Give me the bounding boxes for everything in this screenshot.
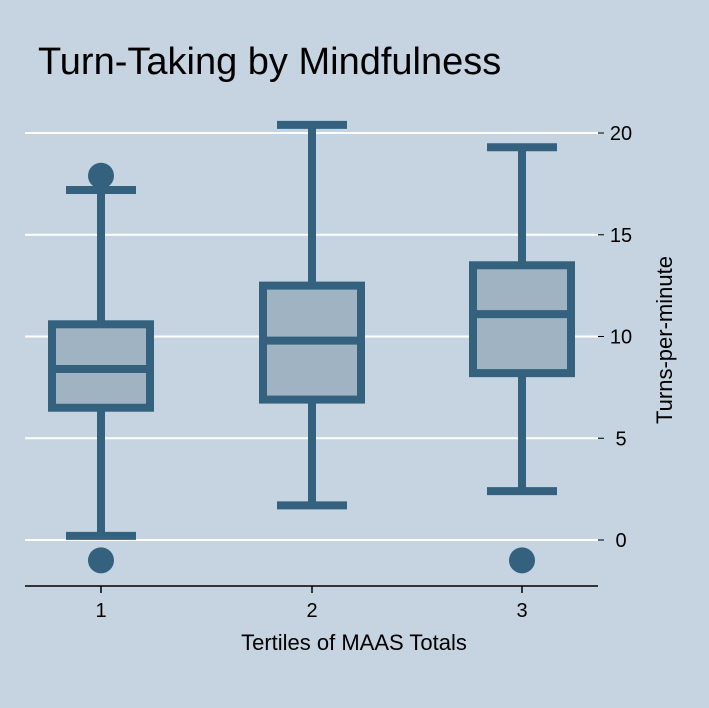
outlier-point bbox=[88, 162, 114, 189]
iqr-box bbox=[469, 261, 575, 378]
x-axis-label: Tertiles of MAAS Totals bbox=[241, 630, 467, 655]
y-axis-label: Turns-per-minute bbox=[652, 256, 677, 424]
y-tick-label: 10 bbox=[610, 327, 632, 349]
x-tick-label: 3 bbox=[516, 600, 527, 622]
chart-title: Turn-Taking by Mindfulness bbox=[38, 41, 501, 83]
outlier-point bbox=[509, 547, 535, 574]
box-group-3 bbox=[469, 143, 575, 574]
boxes bbox=[48, 120, 575, 574]
x-axis-ticks: 1 2 3 bbox=[95, 586, 528, 622]
outlier-point bbox=[88, 547, 114, 574]
y-tick-label: 15 bbox=[610, 225, 632, 247]
y-tick-label: 20 bbox=[610, 123, 632, 145]
y-tick-label: 5 bbox=[615, 428, 626, 450]
x-tick-label: 1 bbox=[95, 600, 106, 622]
y-axis-ticks: 0 5 10 15 20 bbox=[598, 123, 632, 552]
box-group-1 bbox=[48, 162, 154, 574]
x-tick-label: 2 bbox=[306, 600, 317, 622]
box-group-2 bbox=[259, 120, 365, 510]
y-tick-label: 0 bbox=[615, 530, 626, 552]
